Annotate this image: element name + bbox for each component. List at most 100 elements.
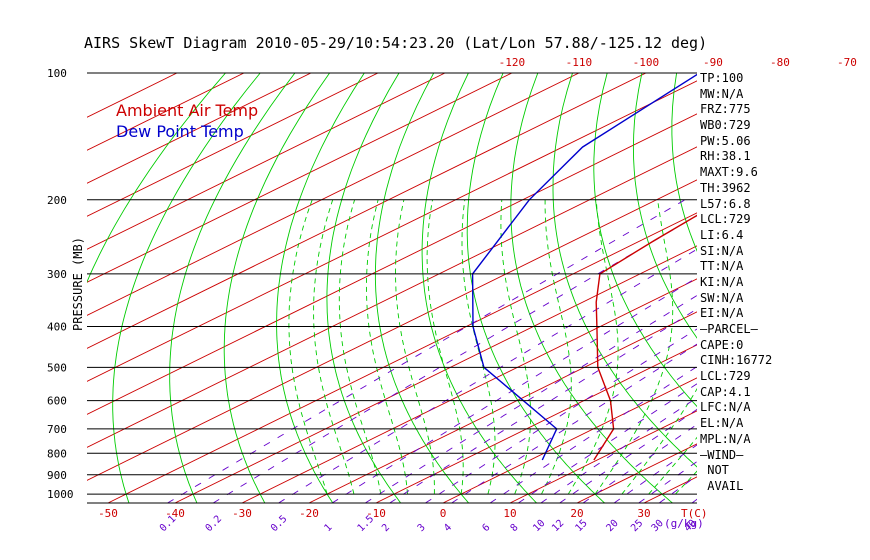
isotherm-line (87, 73, 312, 184)
bottom-temp-tick-label: 20 (570, 507, 583, 520)
isotherm-line (87, 146, 697, 448)
moist-adiabat-line (567, 199, 619, 495)
mixing-ratio-tick-label: 8 (509, 522, 521, 534)
stat-item: L57:6.8 (700, 196, 751, 211)
mixing-ratio-line (331, 276, 697, 503)
dry-adiabat-line (466, 73, 605, 503)
stat-item: EI:N/A (700, 306, 744, 321)
stat-item: –WIND– (700, 447, 744, 462)
stat-item: AVAIL (700, 478, 744, 493)
isotherm-line (241, 278, 697, 503)
mixing-ratio-line (365, 294, 697, 503)
mixing-ratio-tick-label: 1 (322, 522, 334, 534)
chart-title: AIRS SkewT Diagram 2010-05-29/10:54:23.2… (84, 34, 708, 52)
dry-adiabat-line (421, 73, 537, 503)
dry-adiabat-line (781, 73, 870, 503)
isotherm-line (87, 80, 697, 382)
mixing-ratio-tick-label: 12 (550, 518, 566, 534)
ambient-temp-line (593, 214, 697, 461)
mixing-ratio-tick-label: 0.2 (204, 514, 225, 535)
dry-adiabat-line (223, 73, 330, 503)
moist-adiabat-line (288, 199, 328, 495)
moist-adiabat-line (365, 199, 408, 495)
top-temp-tick-label: -70 (837, 56, 857, 69)
moist-adiabat-line (338, 199, 382, 495)
pressure-tick-label: 800 (47, 447, 67, 460)
dry-adiabat-line (510, 73, 673, 503)
dry-adiabat-line (632, 73, 697, 339)
pressure-tick-label: 600 (47, 395, 67, 408)
stat-item: MW:N/A (700, 86, 744, 101)
stat-item: FRZ:775 (700, 102, 751, 117)
dry-adiabat-line (112, 73, 261, 503)
dry-adiabat-line (276, 73, 365, 503)
moist-adiabat-line (541, 199, 572, 495)
mixing-ratio-tick-label: 6 (480, 522, 492, 534)
pressure-tick-label: 1000 (47, 488, 74, 501)
mixing-ratio-unit-label: (g/kg) (664, 517, 704, 530)
legend-ambient: Ambient Air Temp (116, 101, 259, 120)
mixing-ratio-line (518, 383, 697, 503)
mixing-ratio-tick-label: 20 (604, 518, 620, 534)
stat-item: CINH:16772 (700, 353, 773, 368)
pressure-tick-label: 100 (47, 67, 67, 80)
isotherm-line (87, 113, 697, 415)
isotherm-line (174, 245, 697, 503)
isotherm-line (107, 212, 697, 503)
bottom-temp-tick-label: 30 (637, 507, 650, 520)
dry-adiabat-line (326, 73, 402, 503)
isotherm-line (87, 73, 580, 316)
mixing-ratio-tick-label: 2 (380, 522, 392, 534)
dry-adiabat-line (374, 73, 470, 503)
dewpoint-temp-line (471, 73, 697, 461)
top-temp-tick-label: -120 (499, 56, 526, 69)
stat-item: KI:N/A (700, 274, 744, 289)
bottom-temp-tick-label: -10 (366, 507, 386, 520)
stat-item: SI:N/A (700, 243, 744, 258)
mixing-ratio-line (425, 328, 697, 503)
pressure-tick-label: 700 (47, 423, 67, 436)
mixing-ratio-line (167, 199, 686, 503)
stat-item: NOT (700, 463, 729, 478)
isotherm-line (845, 73, 870, 503)
top-temp-tick-label: -90 (703, 56, 723, 69)
top-temp-tick-label: -100 (633, 56, 660, 69)
stat-item: RH:38.1 (700, 149, 751, 164)
stat-item: TP:100 (700, 71, 744, 85)
pressure-tick-label: 500 (47, 361, 67, 374)
stat-item: LCL:729 (700, 212, 751, 227)
bottom-temp-tick-label: 10 (503, 507, 516, 520)
mixing-ratio-line (451, 343, 697, 503)
mixing-ratio-tick-label: 25 (629, 518, 645, 534)
isotherm-line (87, 73, 647, 349)
dry-adiabat-line (816, 73, 870, 503)
isotherm-line (778, 73, 870, 503)
stat-item: CAPE:0 (700, 337, 744, 352)
isotherm-line (375, 344, 697, 503)
stat-item: LCL:729 (700, 369, 751, 384)
bottom-temp-tick-label: -20 (299, 507, 319, 520)
stat-item: TT:N/A (700, 259, 744, 274)
isotherm-line (442, 377, 697, 503)
dry-adiabat-line (850, 73, 870, 503)
mixing-ratio-tick-label: 10 (531, 518, 547, 534)
moist-adiabat-line (500, 199, 532, 495)
stat-item: LFC:N/A (700, 400, 751, 415)
isotherm-line (87, 73, 513, 283)
isotherm-line (87, 73, 446, 250)
stat-item: –PARCEL– (700, 322, 758, 336)
mixing-ratio-tick-label: 0.5 (269, 514, 290, 535)
isotherm-line (87, 73, 245, 151)
stat-item: SW:N/A (700, 290, 744, 305)
mixing-ratio-line (278, 248, 697, 503)
top-temp-tick-label: -80 (770, 56, 790, 69)
stat-item: PW:5.06 (700, 133, 751, 148)
pressure-tick-label: 300 (47, 268, 67, 281)
pressure-tick-label: 200 (47, 194, 67, 207)
stat-item: EL:N/A (700, 416, 744, 431)
bottom-temp-tick-label: -40 (165, 507, 185, 520)
bottom-temp-tick-label: -30 (232, 507, 252, 520)
stat-item: MPL:N/A (700, 431, 751, 446)
stat-item: MAXT:9.6 (700, 165, 758, 180)
